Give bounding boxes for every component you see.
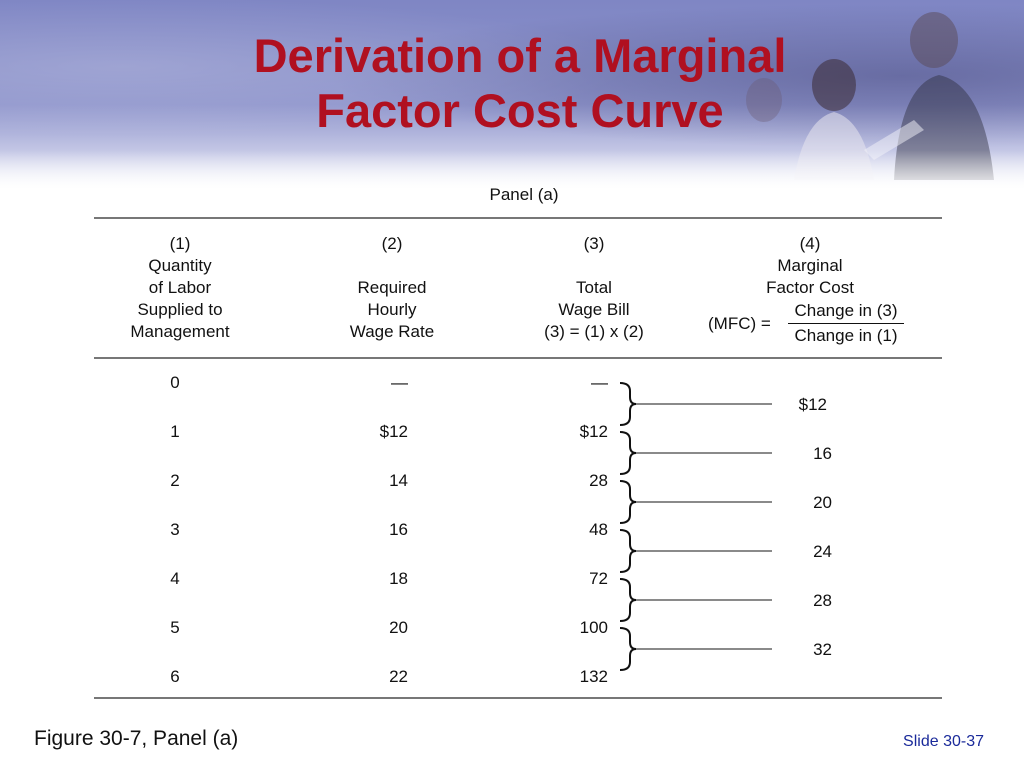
- brace-1: [619, 382, 637, 426]
- header-col3-line2: Wage Bill: [558, 300, 630, 319]
- header-col2-line1: Required: [357, 278, 427, 297]
- header-col1-line2: of Labor: [148, 278, 212, 297]
- header-col2-line2: Hourly: [367, 300, 417, 319]
- cell-quantity-4: 4: [170, 569, 180, 588]
- cell-quantity-6: 6: [170, 667, 180, 686]
- cell-total-0: —: [591, 373, 608, 392]
- cell-total-5: 100: [579, 618, 608, 637]
- cell-wage-6: 22: [389, 667, 408, 686]
- header-col1-line3: Supplied to: [137, 300, 223, 319]
- header-col1-line1: Quantity: [148, 256, 212, 275]
- mfc-value-1: $12: [798, 395, 827, 414]
- header-col2-number: (2): [381, 234, 403, 253]
- table-bottom-rule: [94, 697, 942, 699]
- cell-quantity-5: 5: [170, 618, 180, 637]
- slide-title: Derivation of a Marginal Factor Cost Cur…: [130, 28, 910, 138]
- header-col4-line2: Factor Cost: [766, 278, 854, 297]
- mfc-value-6: 32: [813, 640, 832, 659]
- mfc-value-4: 24: [813, 542, 832, 561]
- cell-quantity-0: 0: [170, 373, 180, 392]
- cell-wage-0: —: [391, 373, 408, 392]
- header-col2-line3: Wage Rate: [349, 322, 435, 341]
- header-col1: (1) Quantity of Labor Supplied to Manage…: [110, 233, 250, 343]
- header-col3-number: (3): [583, 234, 605, 253]
- brace-3: [619, 480, 637, 524]
- cell-wage-5: 20: [389, 618, 408, 637]
- title-line-2: Factor Cost Curve: [316, 84, 724, 137]
- cell-wage-4: 18: [389, 569, 408, 588]
- mfc-value-2: 16: [813, 444, 832, 463]
- mfc-formula-lhs: (MFC) =: [708, 314, 771, 333]
- fraction-bar: [788, 323, 904, 324]
- brace-4: [619, 529, 637, 573]
- header-col1-number: (1): [169, 234, 191, 253]
- cell-quantity-1: 1: [170, 422, 180, 441]
- cell-total-1: $12: [579, 422, 608, 441]
- cell-quantity-2: 2: [170, 471, 180, 490]
- cell-total-2: 28: [589, 471, 608, 490]
- cell-total-4: 72: [589, 569, 608, 588]
- brace-6: [619, 627, 637, 671]
- cell-quantity-3: 3: [170, 520, 180, 539]
- cell-total-6: 132: [579, 667, 608, 686]
- title-line-1: Derivation of a Marginal: [253, 29, 787, 82]
- header-col2: (2) Required Hourly Wage Rate: [322, 233, 462, 343]
- header-col4-line1: Marginal: [777, 256, 843, 275]
- cell-wage-1: $12: [379, 422, 408, 441]
- cell-wage-3: 16: [389, 520, 408, 539]
- brace-2: [619, 431, 637, 475]
- mfc-value-5: 28: [813, 591, 832, 610]
- header-fade: [0, 150, 1024, 195]
- mfc-value-3: 20: [813, 493, 832, 512]
- mfc-formula-denominator: Change in (1): [794, 326, 898, 345]
- table-top-rule: [94, 217, 942, 219]
- header-col3: (3) Total Wage Bill (3) = (1) x (2): [514, 233, 674, 343]
- header-col4-number: (4): [799, 234, 821, 253]
- mfc-formula-numerator: Change in (3): [794, 301, 898, 320]
- header-col3-line3: (3) = (1) x (2): [544, 322, 644, 341]
- panel-label: Panel (a): [489, 185, 559, 204]
- cell-wage-2: 14: [389, 471, 408, 490]
- header-col1-line4: Management: [130, 322, 230, 341]
- slide-number: Slide 30-37: [903, 733, 984, 750]
- cell-total-3: 48: [589, 520, 608, 539]
- header-col4: (4) Marginal Factor Cost: [740, 233, 880, 299]
- header-col3-line1: Total: [576, 278, 612, 297]
- brace-5: [619, 578, 637, 622]
- figure-caption: Figure 30-7, Panel (a): [34, 727, 239, 750]
- header-bottom-rule: [94, 357, 942, 359]
